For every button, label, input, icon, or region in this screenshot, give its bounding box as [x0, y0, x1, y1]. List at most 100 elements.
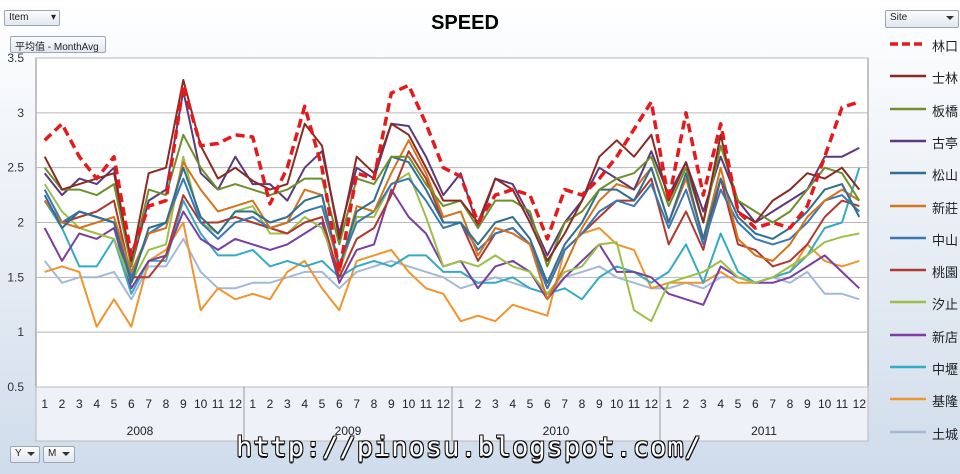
x-month-label: 2 — [683, 397, 690, 411]
x-month-label: 12 — [645, 397, 659, 411]
year-field-dropdown[interactable]: Y — [10, 446, 40, 463]
x-month-label: 3 — [76, 397, 83, 411]
x-month-label: 10 — [818, 397, 832, 411]
legend-swatch — [890, 75, 926, 78]
legend-swatch — [890, 268, 926, 272]
legend-swatch — [890, 171, 926, 175]
legend-label: 古亭 — [932, 135, 959, 151]
x-month-label: 6 — [128, 397, 135, 411]
x-month-label: 2 — [475, 397, 482, 411]
legend-item: 土城 — [888, 422, 960, 442]
chevron-down-icon — [27, 452, 35, 456]
legend-item: 林口 — [888, 34, 960, 54]
y-tick-label: 3.5 — [7, 51, 24, 65]
filter-funnel-icon: ▾ — [50, 12, 56, 23]
legend-label: 汐止 — [932, 297, 959, 313]
x-month-label: 1 — [457, 397, 464, 411]
legend-label: 桃園 — [932, 265, 959, 281]
legend-label: 新店 — [932, 329, 959, 345]
legend-swatch — [890, 139, 926, 143]
x-month-label: 4 — [301, 397, 308, 411]
site-filter-label: Site — [890, 12, 908, 23]
x-month-label: 11 — [420, 397, 433, 411]
x-month-label: 10 — [402, 397, 416, 411]
legend-swatch — [890, 107, 926, 110]
legend-item: 汐止 — [888, 292, 960, 312]
legend-label: 土城 — [932, 426, 959, 442]
month-field-label: M — [48, 448, 57, 459]
y-tick-label: 1 — [17, 325, 24, 339]
series-line-1 — [43, 83, 860, 274]
x-month-label: 5 — [319, 397, 326, 411]
x-month-label: 10 — [610, 397, 624, 411]
legend-label: 林口 — [932, 39, 959, 54]
series-line-12 — [44, 221, 860, 328]
series-line-3 — [43, 133, 861, 268]
legend-swatch — [890, 42, 926, 46]
legend-swatch — [890, 204, 926, 207]
legend-item: 古亭 — [888, 131, 960, 151]
x-month-label: 9 — [804, 397, 811, 411]
x-year-label: 2009 — [335, 424, 362, 438]
measure-field-label: 平均值 - MonthAvg — [15, 42, 99, 53]
x-month-label: 7 — [145, 397, 152, 411]
x-month-label: 9 — [596, 397, 603, 411]
legend-swatch — [890, 365, 926, 369]
legend-swatch — [890, 430, 926, 433]
x-month-label: 3 — [284, 397, 291, 411]
series-line-11 — [43, 167, 861, 301]
series-line-7 — [43, 177, 860, 290]
x-month-label: 12 — [853, 397, 867, 411]
legend-label: 中山 — [932, 232, 959, 248]
legend-swatch — [890, 301, 926, 304]
legend-item: 新莊 — [888, 196, 960, 216]
x-month-label: 7 — [769, 397, 776, 411]
y-tick-label: 2.5 — [7, 161, 24, 175]
legend-item: 基隆 — [888, 389, 960, 409]
x-month-label: 4 — [509, 397, 516, 411]
x-month-label: 11 — [212, 397, 225, 411]
site-filter-dropdown[interactable]: Site — [885, 10, 959, 28]
series-line-5 — [43, 155, 861, 284]
x-month-label: 4 — [717, 397, 724, 411]
legend-item: 士林 — [888, 66, 960, 86]
x-month-label: 5 — [735, 397, 742, 411]
legend-label: 基隆 — [932, 394, 959, 410]
x-month-label: 8 — [163, 397, 170, 411]
series-line-6 — [43, 139, 860, 301]
month-field-dropdown[interactable]: M — [43, 446, 75, 463]
x-month-label: 8 — [371, 397, 378, 411]
chart-title: SPEED — [431, 12, 499, 34]
x-month-label: 12 — [229, 397, 243, 411]
x-year-label: 2010 — [543, 424, 570, 438]
x-month-label: 6 — [544, 397, 551, 411]
x-month-label: 3 — [492, 397, 499, 411]
measure-field-button[interactable]: 平均值 - MonthAvg — [10, 36, 106, 53]
legend-swatch — [890, 333, 926, 336]
item-filter-button[interactable]: Item ▾ — [4, 10, 60, 26]
x-month-label: 7 — [561, 397, 568, 411]
legend-swatch — [890, 236, 926, 240]
x-month-label: 5 — [527, 397, 534, 411]
x-month-label: 11 — [628, 397, 641, 411]
year-field-label: Y — [15, 448, 22, 459]
legend-item: 板橋 — [888, 99, 960, 119]
x-month-label: 2 — [267, 397, 274, 411]
x-month-label: 6 — [752, 397, 759, 411]
legend-item: 桃園 — [888, 260, 960, 280]
chevron-down-icon — [62, 452, 70, 456]
chevron-down-icon — [946, 16, 954, 20]
x-month-label: 8 — [579, 397, 586, 411]
y-tick-label: 1.5 — [7, 270, 24, 284]
legend-label: 板橋 — [932, 103, 959, 119]
legend-swatch — [890, 398, 926, 401]
x-year-label: 2011 — [751, 424, 777, 438]
x-month-label: 3 — [700, 397, 707, 411]
y-tick-label: 2 — [17, 216, 24, 230]
watermark-url: http://pinosu.blogspot.com/ — [236, 432, 702, 463]
x-year-label: 2008 — [127, 424, 154, 438]
x-month-label: 12 — [437, 397, 451, 411]
x-month-label: 10 — [194, 397, 208, 411]
x-month-label: 9 — [388, 397, 395, 411]
